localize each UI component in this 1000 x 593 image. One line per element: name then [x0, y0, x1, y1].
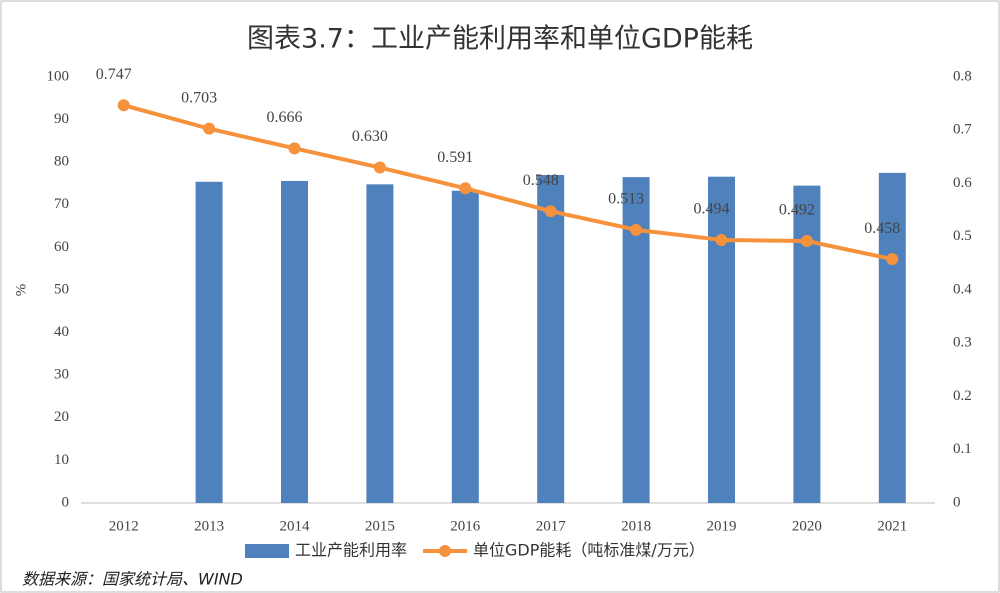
line-marker — [459, 182, 472, 195]
x-tick-label: 2013 — [194, 518, 224, 534]
bar — [708, 176, 735, 503]
chart-title: 图表3.7：工业产能利用率和单位GDP能耗 — [247, 24, 753, 55]
source-note: 数据来源：国家统计局、WIND — [22, 570, 243, 589]
x-tick-label: 2021 — [877, 518, 907, 534]
legend-label: 工业产能利用率 — [295, 541, 407, 560]
y2-tick-label: 0.2 — [953, 388, 972, 404]
x-tick-label: 2015 — [365, 518, 395, 534]
line-marker — [630, 223, 643, 236]
x-tick-label: 2014 — [280, 518, 311, 534]
data-label: 0.591 — [437, 149, 473, 166]
y-tick-label: 70 — [54, 196, 69, 212]
legend-swatch — [439, 545, 452, 557]
data-label: 0.666 — [267, 109, 303, 126]
line-marker — [886, 253, 899, 266]
bar — [451, 190, 479, 503]
y2-tick-label: 0.5 — [953, 228, 972, 244]
y-tick-label: 50 — [54, 281, 69, 297]
y2-tick-label: 0.6 — [953, 175, 972, 191]
line — [123, 103, 893, 262]
data-label: 0.747 — [96, 66, 132, 83]
y2-tick-label: 0 — [953, 494, 961, 510]
bar — [878, 172, 906, 503]
y-tick-label: 60 — [54, 239, 69, 255]
line-marker — [288, 142, 301, 155]
y2-tick-label: 0.4 — [953, 281, 972, 297]
y-tick-label: 80 — [54, 154, 69, 170]
line-marker — [715, 233, 728, 246]
y2-tick-label: 0.1 — [953, 441, 972, 457]
bar — [366, 184, 394, 504]
data-label: 0.492 — [779, 202, 815, 219]
data-label: 0.630 — [352, 128, 388, 145]
x-tick-label: 2017 — [536, 518, 567, 534]
data-label: 0.548 — [523, 172, 559, 189]
legend-swatch — [245, 544, 289, 558]
bar — [195, 181, 223, 503]
x-tick-label: 2016 — [450, 518, 481, 534]
y-tick-label: 40 — [54, 324, 69, 340]
bar — [281, 180, 308, 503]
line-marker — [800, 235, 813, 248]
x-tick-label: 2020 — [792, 518, 822, 534]
bar — [793, 185, 821, 503]
x-tick-label: 2012 — [109, 518, 139, 534]
y-axis-label: % — [13, 284, 29, 297]
y2-tick-label: 0.3 — [953, 335, 972, 351]
line-marker — [203, 122, 216, 135]
bar — [537, 174, 565, 504]
y-tick-label: 100 — [47, 68, 70, 84]
y2-tick-label: 0.8 — [953, 68, 972, 84]
y-tick-label: 0 — [62, 494, 70, 510]
x-tick-label: 2019 — [707, 518, 737, 534]
y-tick-label: 90 — [54, 111, 69, 127]
x-tick-label: 2018 — [621, 518, 651, 534]
y-tick-label: 30 — [54, 367, 69, 383]
line-marker — [373, 161, 386, 174]
data-label: 0.703 — [181, 89, 217, 106]
y2-tick-label: 0.7 — [953, 122, 972, 138]
y-tick-label: 10 — [54, 452, 69, 468]
data-label: 0.494 — [694, 201, 730, 218]
line-marker — [544, 205, 557, 218]
legend-label: 单位GDP能耗（吨标准煤/万元） — [473, 541, 705, 560]
data-label: 0.458 — [864, 220, 900, 237]
data-label: 0.513 — [608, 190, 644, 207]
line-marker — [117, 99, 130, 112]
y-tick-label: 20 — [54, 409, 69, 425]
